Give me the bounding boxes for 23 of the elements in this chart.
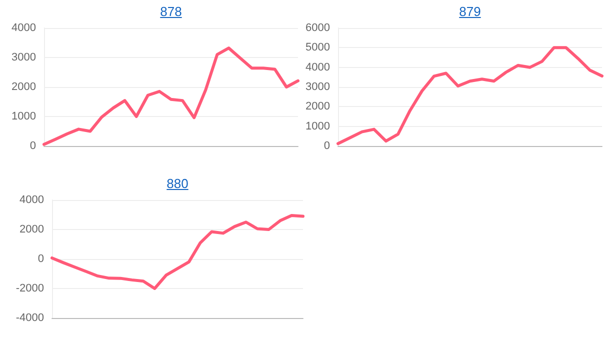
y-tick-label: 1000	[12, 110, 36, 122]
y-tick-label: 5000	[306, 42, 330, 54]
y-tick-label: 4000	[12, 22, 36, 34]
y-tick-label: 0	[324, 140, 330, 152]
y-tick-label: 3000	[306, 81, 330, 93]
y-tick-label: 4000	[306, 61, 330, 74]
y-tick-label: 2000	[12, 81, 36, 93]
y-tick-label: 4000	[20, 194, 44, 206]
line-series	[50, 214, 304, 290]
y-tick-label: 2000	[306, 100, 330, 113]
line-series	[336, 46, 604, 146]
chart-title: 880	[166, 176, 190, 191]
y-tick-label: -2000	[16, 282, 44, 294]
y-tick-label: 0	[30, 140, 36, 152]
chart-title: 878	[159, 4, 183, 19]
chart-title: 879	[458, 4, 482, 19]
y-tick-label: 6000	[306, 22, 330, 34]
line-series	[42, 46, 300, 146]
y-tick-label: 0	[38, 253, 44, 265]
y-tick-label: 1000	[306, 120, 330, 132]
y-tick-label: 2000	[20, 224, 44, 236]
y-tick-label: -4000	[16, 312, 44, 324]
y-tick-label: 3000	[12, 52, 36, 64]
